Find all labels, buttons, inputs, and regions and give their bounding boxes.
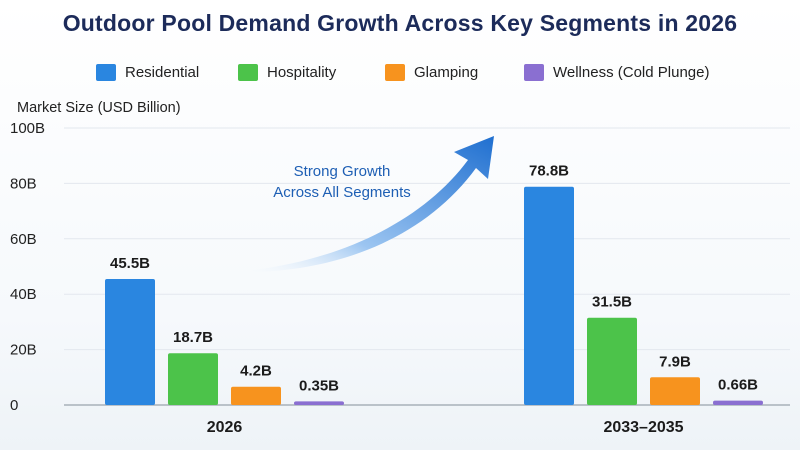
legend-item-glamping: Glamping	[385, 62, 478, 82]
legend-item-wellness: Wellness (Cold Plunge)	[524, 62, 709, 82]
data-label-residential-0: 45.5B	[110, 255, 150, 272]
y-tick-label: 0	[10, 397, 18, 414]
x-category-label: 2033–2035	[603, 419, 683, 436]
bar-wellness-1	[713, 400, 763, 405]
bar-glamping-1	[650, 377, 700, 405]
legend-label-wellness: Wellness (Cold Plunge)	[553, 63, 710, 81]
chart-legend: Residential Hospitality Glamping Wellnes…	[0, 62, 800, 82]
chart-title: Outdoor Pool Demand Growth Across Key Se…	[62, 10, 738, 36]
data-label-wellness-0: 0.35B	[299, 377, 339, 394]
legend-label-hospitality: Hospitality	[267, 63, 337, 81]
y-tick-label: 100B	[10, 120, 45, 137]
bar-hospitality-0	[168, 353, 218, 405]
growth-annotation: Across All Segments	[273, 184, 411, 201]
bar-glamping-0	[231, 386, 281, 405]
growth-annotation: Strong Growth	[294, 163, 391, 180]
legend-swatch-hospitality	[238, 63, 258, 81]
bar-wellness-0	[294, 401, 344, 405]
legend-swatch-wellness	[524, 63, 544, 81]
data-label-wellness-1: 0.66B	[718, 377, 758, 394]
y-tick-label: 20B	[10, 342, 37, 359]
y-axis-label: Market Size (USD Billion)	[17, 100, 181, 116]
data-label-hospitality-0: 18.7B	[173, 329, 213, 346]
y-tick-label: 40B	[10, 286, 37, 303]
legend-swatch-residential	[96, 63, 116, 81]
legend-item-hospitality: Hospitality	[238, 62, 336, 82]
data-label-residential-1: 78.8B	[529, 163, 569, 180]
bar-residential-0	[105, 278, 155, 405]
legend-label-residential: Residential	[125, 63, 200, 81]
y-tick-label: 80B	[10, 175, 37, 192]
legend-swatch-glamping	[385, 63, 405, 81]
y-tick-label: 60B	[10, 231, 37, 248]
legend-label-glamping: Glamping	[414, 63, 479, 81]
bar-hospitality-1	[587, 317, 637, 405]
bar-residential-1	[524, 186, 574, 405]
data-label-glamping-1: 7.9B	[659, 353, 691, 370]
x-category-label: 2026	[207, 419, 243, 436]
data-label-hospitality-1: 31.5B	[592, 294, 632, 311]
legend-item-residential: Residential	[96, 62, 199, 82]
data-label-glamping-0: 4.2B	[240, 363, 272, 380]
growth-arrow	[232, 136, 494, 273]
